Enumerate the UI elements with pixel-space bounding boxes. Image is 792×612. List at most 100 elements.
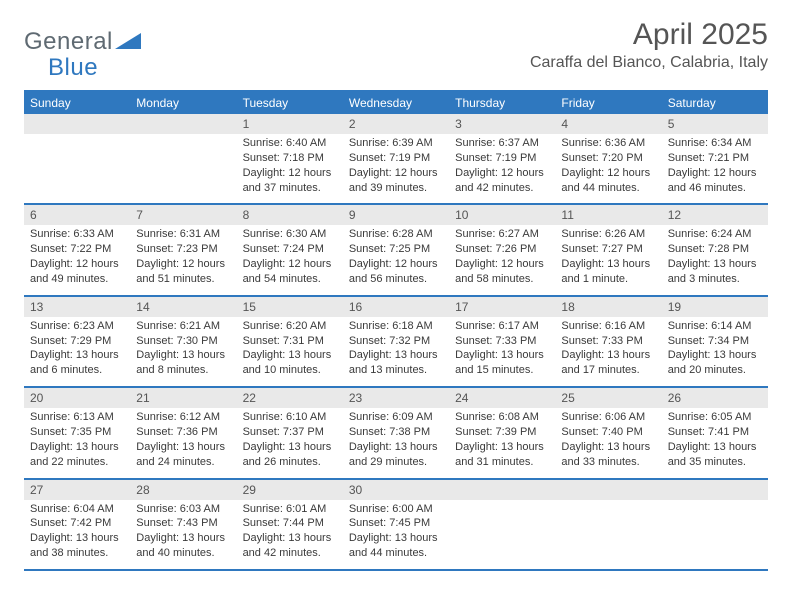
day-number: 19 (662, 297, 768, 317)
day-cell: Sunrise: 6:14 AMSunset: 7:34 PMDaylight:… (662, 317, 768, 387)
sunset-text: Sunset: 7:19 PM (349, 151, 443, 166)
daylight-text: Daylight: 13 hours and 22 minutes. (30, 440, 124, 470)
logo-part1: General (24, 28, 113, 56)
sunrise-text: Sunrise: 6:26 AM (561, 227, 655, 242)
day-cell: Sunrise: 6:27 AMSunset: 7:26 PMDaylight:… (449, 225, 555, 295)
sunrise-text: Sunrise: 6:05 AM (668, 410, 762, 425)
day-number: 1 (237, 114, 343, 134)
day-number: 26 (662, 388, 768, 408)
day-cell: Sunrise: 6:10 AMSunset: 7:37 PMDaylight:… (237, 408, 343, 478)
sunset-text: Sunset: 7:23 PM (136, 242, 230, 257)
daylight-text: Daylight: 13 hours and 10 minutes. (243, 348, 337, 378)
day-number: 14 (130, 297, 236, 317)
day-cell: Sunrise: 6:40 AMSunset: 7:18 PMDaylight:… (237, 134, 343, 204)
sunrise-text: Sunrise: 6:08 AM (455, 410, 549, 425)
sunrise-text: Sunrise: 6:04 AM (30, 502, 124, 517)
day-number: 15 (237, 297, 343, 317)
daynum-row: 20212223242526 (24, 387, 768, 408)
day-cell: Sunrise: 6:01 AMSunset: 7:44 PMDaylight:… (237, 500, 343, 570)
empty-cell (662, 500, 768, 570)
day-number: 3 (449, 114, 555, 134)
sunrise-text: Sunrise: 6:09 AM (349, 410, 443, 425)
sunset-text: Sunset: 7:24 PM (243, 242, 337, 257)
day-cell: Sunrise: 6:30 AMSunset: 7:24 PMDaylight:… (237, 225, 343, 295)
day-cell: Sunrise: 6:36 AMSunset: 7:20 PMDaylight:… (555, 134, 661, 204)
day-cell: Sunrise: 6:04 AMSunset: 7:42 PMDaylight:… (24, 500, 130, 570)
day-number: 7 (130, 205, 236, 225)
sunset-text: Sunset: 7:31 PM (243, 334, 337, 349)
sunrise-text: Sunrise: 6:12 AM (136, 410, 230, 425)
sunset-text: Sunset: 7:42 PM (30, 516, 124, 531)
weekday-sunday: Sunday (24, 92, 130, 114)
daylight-text: Daylight: 13 hours and 33 minutes. (561, 440, 655, 470)
weekday-header-row: Sunday Monday Tuesday Wednesday Thursday… (24, 92, 768, 114)
day-cell: Sunrise: 6:21 AMSunset: 7:30 PMDaylight:… (130, 317, 236, 387)
day-cell: Sunrise: 6:00 AMSunset: 7:45 PMDaylight:… (343, 500, 449, 570)
day-body-row: Sunrise: 6:13 AMSunset: 7:35 PMDaylight:… (24, 408, 768, 478)
sunrise-text: Sunrise: 6:16 AM (561, 319, 655, 334)
title-block: April 2025 Caraffa del Bianco, Calabria,… (530, 18, 768, 72)
day-number: 24 (449, 388, 555, 408)
sunrise-text: Sunrise: 6:31 AM (136, 227, 230, 242)
daylight-text: Daylight: 13 hours and 35 minutes. (668, 440, 762, 470)
sunrise-text: Sunrise: 6:39 AM (349, 136, 443, 151)
sunset-text: Sunset: 7:27 PM (561, 242, 655, 257)
day-cell: Sunrise: 6:31 AMSunset: 7:23 PMDaylight:… (130, 225, 236, 295)
daylight-text: Daylight: 13 hours and 42 minutes. (243, 531, 337, 561)
sunrise-text: Sunrise: 6:00 AM (349, 502, 443, 517)
day-number: 18 (555, 297, 661, 317)
day-number: 4 (555, 114, 661, 134)
daylight-text: Daylight: 13 hours and 31 minutes. (455, 440, 549, 470)
day-number: 21 (130, 388, 236, 408)
sunrise-text: Sunrise: 6:17 AM (455, 319, 549, 334)
calendar-table: Sunday Monday Tuesday Wednesday Thursday… (24, 92, 768, 571)
day-number: 27 (24, 480, 130, 500)
empty-cell (130, 134, 236, 204)
daylight-text: Daylight: 12 hours and 39 minutes. (349, 166, 443, 196)
day-body-row: Sunrise: 6:33 AMSunset: 7:22 PMDaylight:… (24, 225, 768, 295)
daylight-text: Daylight: 13 hours and 15 minutes. (455, 348, 549, 378)
daylight-text: Daylight: 13 hours and 44 minutes. (349, 531, 443, 561)
page: General April 2025 Caraffa del Bianco, C… (0, 0, 792, 571)
daylight-text: Daylight: 12 hours and 37 minutes. (243, 166, 337, 196)
month-title: April 2025 (530, 18, 768, 52)
daylight-text: Daylight: 13 hours and 6 minutes. (30, 348, 124, 378)
sunset-text: Sunset: 7:45 PM (349, 516, 443, 531)
day-cell: Sunrise: 6:39 AMSunset: 7:19 PMDaylight:… (343, 134, 449, 204)
sunset-text: Sunset: 7:19 PM (455, 151, 549, 166)
sunset-text: Sunset: 7:39 PM (455, 425, 549, 440)
sunset-text: Sunset: 7:28 PM (668, 242, 762, 257)
sunset-text: Sunset: 7:21 PM (668, 151, 762, 166)
daylight-text: Daylight: 13 hours and 8 minutes. (136, 348, 230, 378)
sunrise-text: Sunrise: 6:03 AM (136, 502, 230, 517)
day-cell: Sunrise: 6:06 AMSunset: 7:40 PMDaylight:… (555, 408, 661, 478)
day-cell: Sunrise: 6:17 AMSunset: 7:33 PMDaylight:… (449, 317, 555, 387)
daylight-text: Daylight: 12 hours and 54 minutes. (243, 257, 337, 287)
sunrise-text: Sunrise: 6:30 AM (243, 227, 337, 242)
sunrise-text: Sunrise: 6:34 AM (668, 136, 762, 151)
sunrise-text: Sunrise: 6:10 AM (243, 410, 337, 425)
day-cell: Sunrise: 6:09 AMSunset: 7:38 PMDaylight:… (343, 408, 449, 478)
day-cell: Sunrise: 6:24 AMSunset: 7:28 PMDaylight:… (662, 225, 768, 295)
day-number: 30 (343, 480, 449, 500)
day-number: 16 (343, 297, 449, 317)
sunrise-text: Sunrise: 6:36 AM (561, 136, 655, 151)
empty-daynum (449, 480, 555, 500)
sunrise-text: Sunrise: 6:21 AM (136, 319, 230, 334)
logo-triangle-icon (115, 31, 141, 54)
sunset-text: Sunset: 7:33 PM (561, 334, 655, 349)
day-number: 2 (343, 114, 449, 134)
sunrise-text: Sunrise: 6:23 AM (30, 319, 124, 334)
empty-daynum (130, 114, 236, 134)
day-cell: Sunrise: 6:23 AMSunset: 7:29 PMDaylight:… (24, 317, 130, 387)
sunrise-text: Sunrise: 6:24 AM (668, 227, 762, 242)
sunset-text: Sunset: 7:37 PM (243, 425, 337, 440)
sunset-text: Sunset: 7:30 PM (136, 334, 230, 349)
day-cell: Sunrise: 6:03 AMSunset: 7:43 PMDaylight:… (130, 500, 236, 570)
sunset-text: Sunset: 7:36 PM (136, 425, 230, 440)
day-number: 28 (130, 480, 236, 500)
day-cell: Sunrise: 6:05 AMSunset: 7:41 PMDaylight:… (662, 408, 768, 478)
weekday-saturday: Saturday (662, 92, 768, 114)
weekday-wednesday: Wednesday (343, 92, 449, 114)
day-body-row: Sunrise: 6:40 AMSunset: 7:18 PMDaylight:… (24, 134, 768, 204)
